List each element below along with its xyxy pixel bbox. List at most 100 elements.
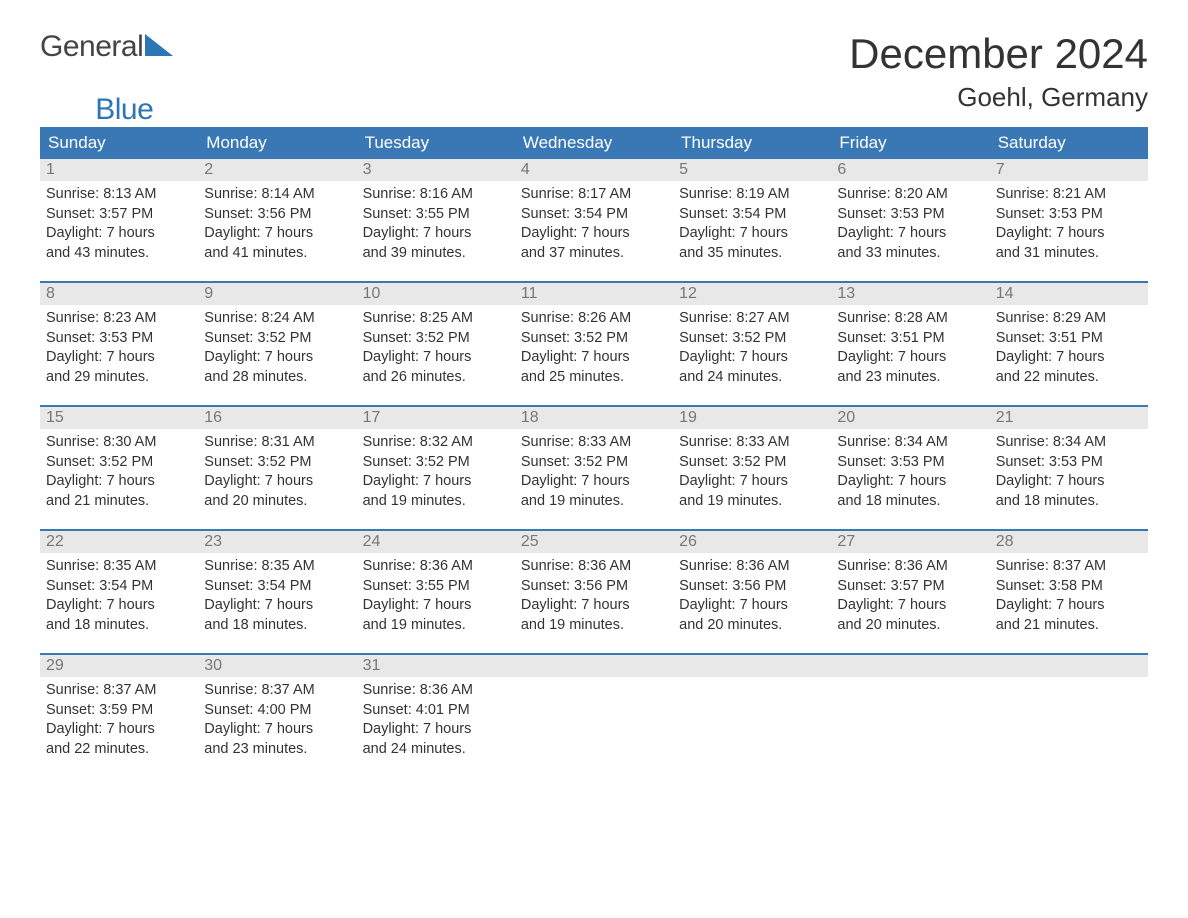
day-details: Sunrise: 8:35 AMSunset: 3:54 PMDaylight:…	[198, 553, 356, 635]
day-sunset: Sunset: 3:53 PM	[996, 453, 1142, 473]
day-d1: Daylight: 7 hours	[521, 224, 667, 244]
day-cell: 27Sunrise: 8:36 AMSunset: 3:57 PMDayligh…	[831, 531, 989, 653]
day-d2: and 18 minutes.	[837, 492, 983, 512]
day-sunrise: Sunrise: 8:36 AM	[363, 557, 509, 577]
day-d2: and 43 minutes.	[46, 244, 192, 264]
day-sunset: Sunset: 3:54 PM	[46, 577, 192, 597]
day-details: Sunrise: 8:31 AMSunset: 3:52 PMDaylight:…	[198, 429, 356, 511]
day-sunset: Sunset: 3:53 PM	[996, 205, 1142, 225]
day-sunrise: Sunrise: 8:20 AM	[837, 185, 983, 205]
day-d1: Daylight: 7 hours	[204, 472, 350, 492]
day-cell: 4Sunrise: 8:17 AMSunset: 3:54 PMDaylight…	[515, 159, 673, 281]
weekday-header: Monday	[198, 127, 356, 159]
day-cell: 11Sunrise: 8:26 AMSunset: 3:52 PMDayligh…	[515, 283, 673, 405]
day-cell	[831, 655, 989, 777]
day-sunset: Sunset: 3:54 PM	[679, 205, 825, 225]
day-number	[515, 655, 673, 677]
day-d2: and 28 minutes.	[204, 368, 350, 388]
day-number: 15	[40, 407, 198, 429]
day-d1: Daylight: 7 hours	[204, 720, 350, 740]
day-sunrise: Sunrise: 8:29 AM	[996, 309, 1142, 329]
day-details: Sunrise: 8:36 AMSunset: 3:56 PMDaylight:…	[673, 553, 831, 635]
day-cell: 19Sunrise: 8:33 AMSunset: 3:52 PMDayligh…	[673, 407, 831, 529]
day-d1: Daylight: 7 hours	[679, 348, 825, 368]
day-details: Sunrise: 8:28 AMSunset: 3:51 PMDaylight:…	[831, 305, 989, 387]
day-sunrise: Sunrise: 8:35 AM	[46, 557, 192, 577]
week-row: 1Sunrise: 8:13 AMSunset: 3:57 PMDaylight…	[40, 159, 1148, 281]
day-d2: and 18 minutes.	[996, 492, 1142, 512]
day-d1: Daylight: 7 hours	[204, 596, 350, 616]
day-number: 8	[40, 283, 198, 305]
brand-logo-line2: Gen Blue	[40, 93, 153, 127]
day-d2: and 22 minutes.	[996, 368, 1142, 388]
day-d1: Daylight: 7 hours	[521, 348, 667, 368]
day-number: 27	[831, 531, 989, 553]
day-details	[515, 677, 673, 681]
day-number	[990, 655, 1148, 677]
day-cell: 24Sunrise: 8:36 AMSunset: 3:55 PMDayligh…	[357, 531, 515, 653]
day-d1: Daylight: 7 hours	[521, 472, 667, 492]
brand-mark-icon	[145, 30, 173, 64]
day-sunrise: Sunrise: 8:36 AM	[363, 681, 509, 701]
day-sunset: Sunset: 4:01 PM	[363, 701, 509, 721]
day-d1: Daylight: 7 hours	[363, 224, 509, 244]
day-cell: 14Sunrise: 8:29 AMSunset: 3:51 PMDayligh…	[990, 283, 1148, 405]
day-d1: Daylight: 7 hours	[996, 348, 1142, 368]
day-sunrise: Sunrise: 8:32 AM	[363, 433, 509, 453]
day-d1: Daylight: 7 hours	[204, 224, 350, 244]
day-number: 3	[357, 159, 515, 181]
day-d2: and 19 minutes.	[679, 492, 825, 512]
day-cell: 10Sunrise: 8:25 AMSunset: 3:52 PMDayligh…	[357, 283, 515, 405]
day-cell: 22Sunrise: 8:35 AMSunset: 3:54 PMDayligh…	[40, 531, 198, 653]
day-d2: and 23 minutes.	[204, 740, 350, 760]
day-cell: 3Sunrise: 8:16 AMSunset: 3:55 PMDaylight…	[357, 159, 515, 281]
week-row: 22Sunrise: 8:35 AMSunset: 3:54 PMDayligh…	[40, 529, 1148, 653]
day-sunset: Sunset: 3:52 PM	[363, 329, 509, 349]
day-d2: and 22 minutes.	[46, 740, 192, 760]
day-sunset: Sunset: 3:52 PM	[46, 453, 192, 473]
day-sunrise: Sunrise: 8:16 AM	[363, 185, 509, 205]
day-d2: and 33 minutes.	[837, 244, 983, 264]
day-d1: Daylight: 7 hours	[996, 596, 1142, 616]
day-d2: and 41 minutes.	[204, 244, 350, 264]
day-number: 9	[198, 283, 356, 305]
day-cell: 23Sunrise: 8:35 AMSunset: 3:54 PMDayligh…	[198, 531, 356, 653]
day-sunset: Sunset: 3:52 PM	[521, 329, 667, 349]
weekday-header-row: Sunday Monday Tuesday Wednesday Thursday…	[40, 127, 1148, 159]
day-sunset: Sunset: 3:53 PM	[46, 329, 192, 349]
day-sunrise: Sunrise: 8:30 AM	[46, 433, 192, 453]
day-d2: and 24 minutes.	[679, 368, 825, 388]
day-d1: Daylight: 7 hours	[679, 472, 825, 492]
day-cell: 6Sunrise: 8:20 AMSunset: 3:53 PMDaylight…	[831, 159, 989, 281]
day-d1: Daylight: 7 hours	[363, 596, 509, 616]
day-details: Sunrise: 8:33 AMSunset: 3:52 PMDaylight:…	[515, 429, 673, 511]
day-cell	[515, 655, 673, 777]
page-title: December 2024	[849, 30, 1148, 78]
day-details: Sunrise: 8:29 AMSunset: 3:51 PMDaylight:…	[990, 305, 1148, 387]
day-number: 19	[673, 407, 831, 429]
day-cell: 31Sunrise: 8:36 AMSunset: 4:01 PMDayligh…	[357, 655, 515, 777]
day-sunrise: Sunrise: 8:13 AM	[46, 185, 192, 205]
day-details: Sunrise: 8:33 AMSunset: 3:52 PMDaylight:…	[673, 429, 831, 511]
day-details	[990, 677, 1148, 681]
day-d1: Daylight: 7 hours	[679, 224, 825, 244]
day-cell: 18Sunrise: 8:33 AMSunset: 3:52 PMDayligh…	[515, 407, 673, 529]
day-sunrise: Sunrise: 8:24 AM	[204, 309, 350, 329]
day-number: 13	[831, 283, 989, 305]
day-cell: 13Sunrise: 8:28 AMSunset: 3:51 PMDayligh…	[831, 283, 989, 405]
day-details: Sunrise: 8:25 AMSunset: 3:52 PMDaylight:…	[357, 305, 515, 387]
day-number: 28	[990, 531, 1148, 553]
day-sunset: Sunset: 3:52 PM	[521, 453, 667, 473]
day-number: 26	[673, 531, 831, 553]
location-label: Goehl, Germany	[957, 82, 1148, 113]
day-sunset: Sunset: 3:57 PM	[46, 205, 192, 225]
day-details: Sunrise: 8:37 AMSunset: 3:59 PMDaylight:…	[40, 677, 198, 759]
day-details: Sunrise: 8:20 AMSunset: 3:53 PMDaylight:…	[831, 181, 989, 263]
day-d1: Daylight: 7 hours	[996, 472, 1142, 492]
day-sunset: Sunset: 3:52 PM	[204, 453, 350, 473]
day-details: Sunrise: 8:36 AMSunset: 3:55 PMDaylight:…	[357, 553, 515, 635]
day-sunrise: Sunrise: 8:26 AM	[521, 309, 667, 329]
day-d1: Daylight: 7 hours	[46, 348, 192, 368]
day-sunrise: Sunrise: 8:25 AM	[363, 309, 509, 329]
day-number: 24	[357, 531, 515, 553]
